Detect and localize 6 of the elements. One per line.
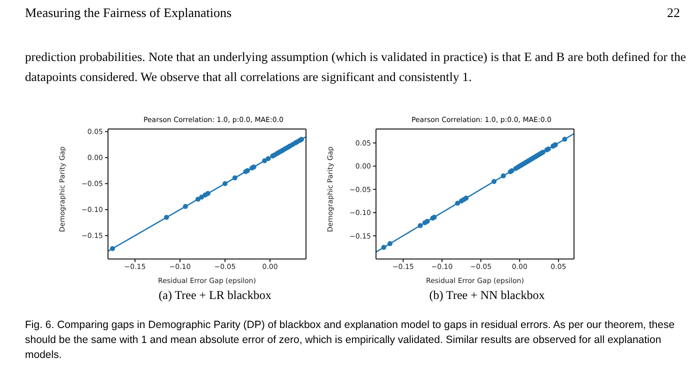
- caption: Fig. 6. Comparing gaps in Demographic Parity (DP) of blackbox and explanation model to gaps in residual errors. As per our theorem, these should be the same with 1 and mean absolute error of zero, which is empirically validated. Similar results are observed for all explanation models.: [25, 318, 676, 363]
- text: prediction probabilities. Note that an underlying assumption (which is validated in practice) is that E and B are both defined for the datapoints considered. We observe that all correlations are significant and consistently 1.: [25, 49, 687, 86]
- text: (b) Tree + NN blackbox: [428, 288, 546, 303]
- text: (a) Tree + LR blackbox: [158, 288, 272, 303]
- text: Measuring the Fairness of Explanations: [25, 5, 232, 21]
- text: 22: [667, 5, 680, 21]
